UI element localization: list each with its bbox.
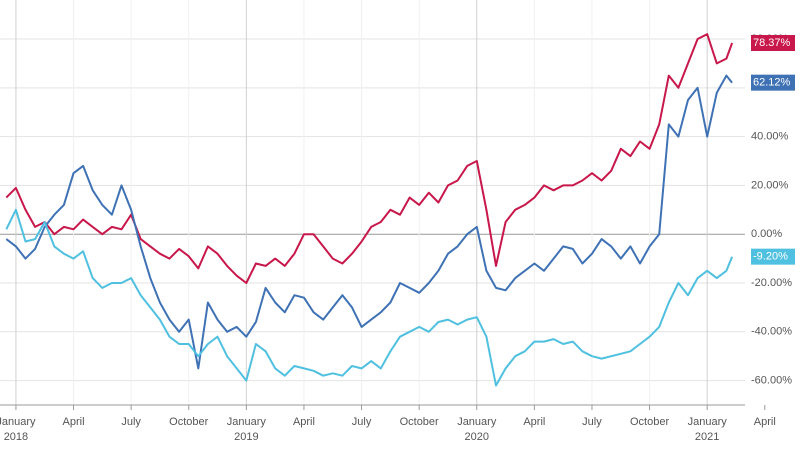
x-tick-label: January [0,416,36,428]
x-tick-label: April [293,416,315,428]
x-tick-label: April [754,416,776,428]
end-label-bg [751,74,795,91]
y-tick-label: -60.00% [751,375,792,387]
x-tick-label: July [121,416,141,428]
y-tick-label: 40.00% [751,131,789,143]
x-tick-label: January [227,416,267,428]
x-tick-label: January [457,416,497,428]
end-label-bg [751,35,795,52]
x-tick-label: October [400,416,439,428]
end-label: 62.12% [753,77,791,89]
x-tick-label: October [169,416,208,428]
series-line [5,208,734,387]
y-tick-label: -40.00% [751,326,792,338]
x-tick-label: July [582,416,602,428]
series-line [5,74,733,370]
x-tick-sublabel: 2019 [234,431,258,443]
x-tick-sublabel: 2020 [465,431,489,443]
y-tick-label: 0.00% [751,228,782,240]
x-tick-label: April [63,416,85,428]
end-label: 78.37% [753,37,791,49]
y-tick-label: 20.00% [751,179,789,191]
x-tick-sublabel: 2021 [695,431,719,443]
x-tick-label: July [352,416,372,428]
x-tick-label: April [523,416,545,428]
end-label-bg [751,248,795,265]
x-tick-label: January [688,416,728,428]
series-line [5,33,734,284]
x-tick-label: October [630,416,669,428]
x-tick-sublabel: 2018 [4,431,28,443]
y-tick-label: -20.00% [751,277,792,289]
end-label: -9.20% [753,251,788,263]
